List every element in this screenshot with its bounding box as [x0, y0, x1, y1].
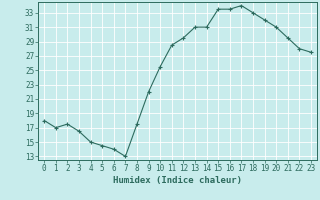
- X-axis label: Humidex (Indice chaleur): Humidex (Indice chaleur): [113, 176, 242, 185]
